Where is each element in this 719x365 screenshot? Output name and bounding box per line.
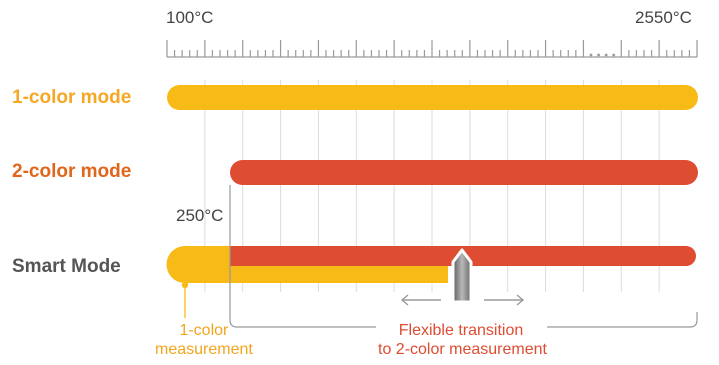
two-color-mode-label: 2-color mode — [12, 161, 132, 182]
ruler-ellipsis — [589, 53, 616, 57]
ruler-ellipsis-dot — [589, 53, 593, 57]
transition-note-line-1: Flexible transition — [398, 322, 524, 339]
one-color-pointer — [181, 281, 189, 318]
threshold-label: 250°C — [176, 206, 224, 225]
smart-mode-label: Smart Mode — [12, 256, 121, 277]
two-color-mode-bar — [230, 160, 698, 185]
one-color-mode-bar — [167, 85, 698, 110]
one-color-mode-label: 1-color mode — [12, 87, 132, 108]
left-arrow-icon — [400, 294, 441, 306]
transition-range-bracket — [229, 185, 698, 328]
flexible-transition-note: Flexible transition to 2-color measureme… — [378, 321, 547, 359]
one-color-note-line-1: 1-color — [179, 322, 229, 339]
ruler-ellipsis-dot — [612, 53, 616, 57]
scale-max-label: 2550°C — [635, 8, 692, 27]
right-arrow-icon — [484, 294, 525, 306]
ruler-ellipsis-dot — [597, 53, 600, 57]
one-color-note-line-2: measurement — [155, 341, 253, 358]
temperature-ruler — [166, 40, 698, 58]
transition-slider-icon — [451, 248, 473, 304]
one-color-measurement-note: 1-color measurement — [155, 321, 253, 359]
scale-min-label: 100°C — [166, 8, 214, 27]
transition-note-line-2: to 2-color measurement — [378, 341, 547, 358]
ruler-ellipsis-dot — [604, 53, 608, 57]
